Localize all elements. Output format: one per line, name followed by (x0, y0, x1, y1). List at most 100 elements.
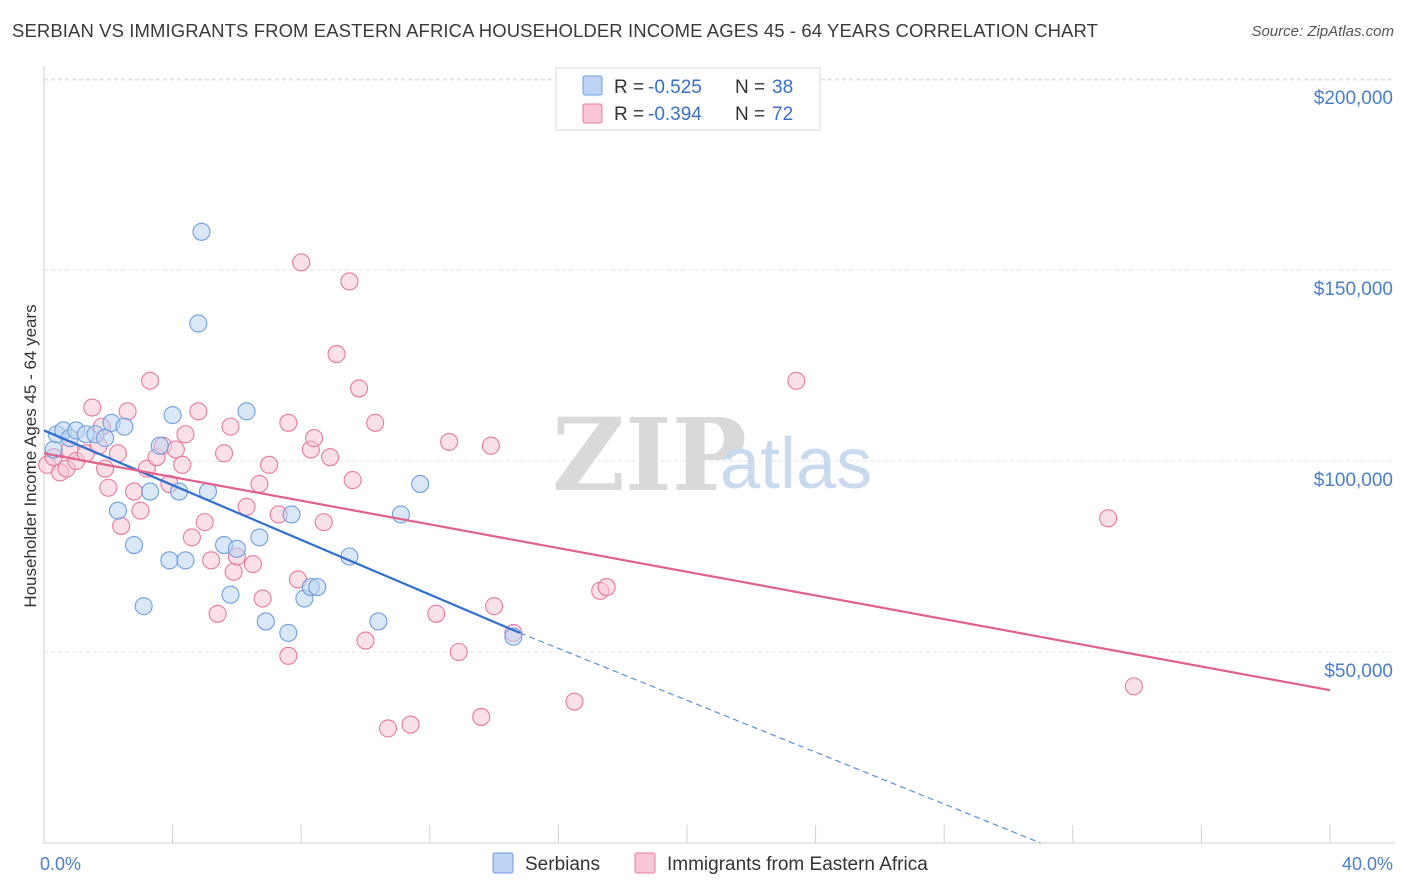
data-point (340, 272, 359, 291)
data-point (141, 371, 160, 390)
data-point (150, 436, 169, 455)
data-point (292, 253, 311, 272)
data-point (411, 474, 430, 493)
y-tick-labels: $50,000 $100,000 $150,000 $200,000 (1314, 88, 1393, 682)
bottom-legend-eastern-africa: Immigrants from Eastern Africa (667, 854, 928, 875)
data-point (83, 398, 102, 417)
data-point (401, 715, 420, 734)
data-point (369, 612, 388, 631)
y-tick-label: $100,000 (1314, 470, 1393, 491)
x-tick-label: 40.0% (1342, 854, 1393, 874)
data-point (1099, 509, 1118, 528)
legend-r-label-1: R = (614, 77, 644, 98)
data-point (166, 440, 185, 459)
bottom-legend-swatch-eastern-africa (634, 852, 656, 874)
legend-n-value-2: 72 (772, 104, 793, 125)
data-point (176, 551, 195, 570)
data-point (237, 497, 256, 516)
legend-swatch-eastern-africa (582, 103, 603, 124)
data-point (256, 612, 275, 631)
data-point (472, 707, 491, 726)
data-point (189, 402, 208, 421)
legend-n-value-1: 38 (772, 77, 793, 98)
data-point (176, 425, 195, 444)
legend-r-value-2: -0.394 (648, 104, 702, 125)
data-point (141, 482, 160, 501)
data-point (343, 471, 362, 490)
bottom-legend-serbians: Serbians (525, 854, 600, 875)
data-point (118, 402, 137, 421)
data-point (221, 585, 240, 604)
data-point (350, 379, 369, 398)
data-point (221, 417, 240, 436)
data-point (250, 474, 269, 493)
data-point (214, 444, 234, 463)
data-point (259, 455, 279, 474)
data-point (182, 528, 201, 547)
data-point (366, 413, 385, 432)
legend-n-label-1: N = (735, 77, 765, 98)
axes (43, 66, 1395, 844)
watermark: ZIP atlas (552, 396, 872, 514)
data-point (282, 505, 301, 524)
trend-lines (43, 429, 1331, 844)
data-point (440, 432, 459, 451)
data-point (99, 478, 118, 497)
data-point (192, 222, 211, 241)
trend-line-eastern-africa (43, 452, 1331, 692)
data-point (481, 436, 500, 455)
data-point (195, 513, 214, 532)
y-tick-label: $200,000 (1314, 88, 1393, 109)
data-point (378, 719, 398, 738)
data-point (787, 371, 806, 390)
data-point (124, 482, 144, 501)
data-point (163, 406, 182, 425)
data-point (565, 692, 584, 711)
data-point (134, 597, 153, 616)
data-point (308, 578, 327, 597)
trend-line-serbians (43, 429, 521, 634)
legend-r-label-2: R = (614, 104, 644, 125)
y-tick-label: $50,000 (1324, 661, 1393, 682)
data-point (237, 402, 256, 421)
data-point (160, 551, 179, 570)
data-point (173, 455, 192, 474)
data-point (597, 578, 616, 597)
chart-title: SERBIAN VS IMMIGRANTS FROM EASTERN AFRIC… (12, 20, 1098, 41)
data-point (224, 562, 243, 581)
source-label: Source: ZipAtlas.com (1251, 23, 1394, 40)
correlation-legend: R = -0.525 N = 38 R = -0.394 N = 72 (555, 67, 821, 131)
data-point (253, 589, 272, 608)
data-point (189, 314, 208, 333)
data-point (108, 501, 127, 520)
data-point (485, 597, 504, 616)
data-point (202, 551, 221, 570)
data-point (305, 429, 324, 448)
data-point (115, 417, 134, 436)
data-point (449, 642, 468, 662)
legend-r-value-1: -0.525 (648, 77, 702, 98)
data-point (131, 501, 150, 520)
data-point (227, 539, 246, 558)
legend-n-label-2: N = (735, 104, 765, 125)
y-axis-label: Householder Income Ages 45 - 64 years (21, 304, 40, 607)
watermark-atlas: atlas (720, 424, 872, 504)
data-point (279, 413, 298, 432)
x-tick-label: 0.0% (40, 854, 81, 874)
y-tick-label: $150,000 (1314, 279, 1393, 300)
data-point (250, 528, 269, 547)
data-point (279, 646, 298, 665)
data-point (124, 535, 144, 555)
data-point (356, 631, 375, 650)
data-point (279, 623, 298, 642)
data-point (427, 604, 446, 623)
bottom-legend-swatch-serbians (492, 852, 514, 874)
trend-extension-serbians (519, 632, 1041, 844)
data-point (1124, 677, 1143, 696)
watermark-zip: ZIP (552, 396, 747, 514)
data-point (327, 344, 346, 364)
legend-swatch-serbians (582, 75, 603, 96)
data-point (243, 555, 263, 574)
x-tick-labels: 0.0% 40.0% (40, 854, 1393, 874)
